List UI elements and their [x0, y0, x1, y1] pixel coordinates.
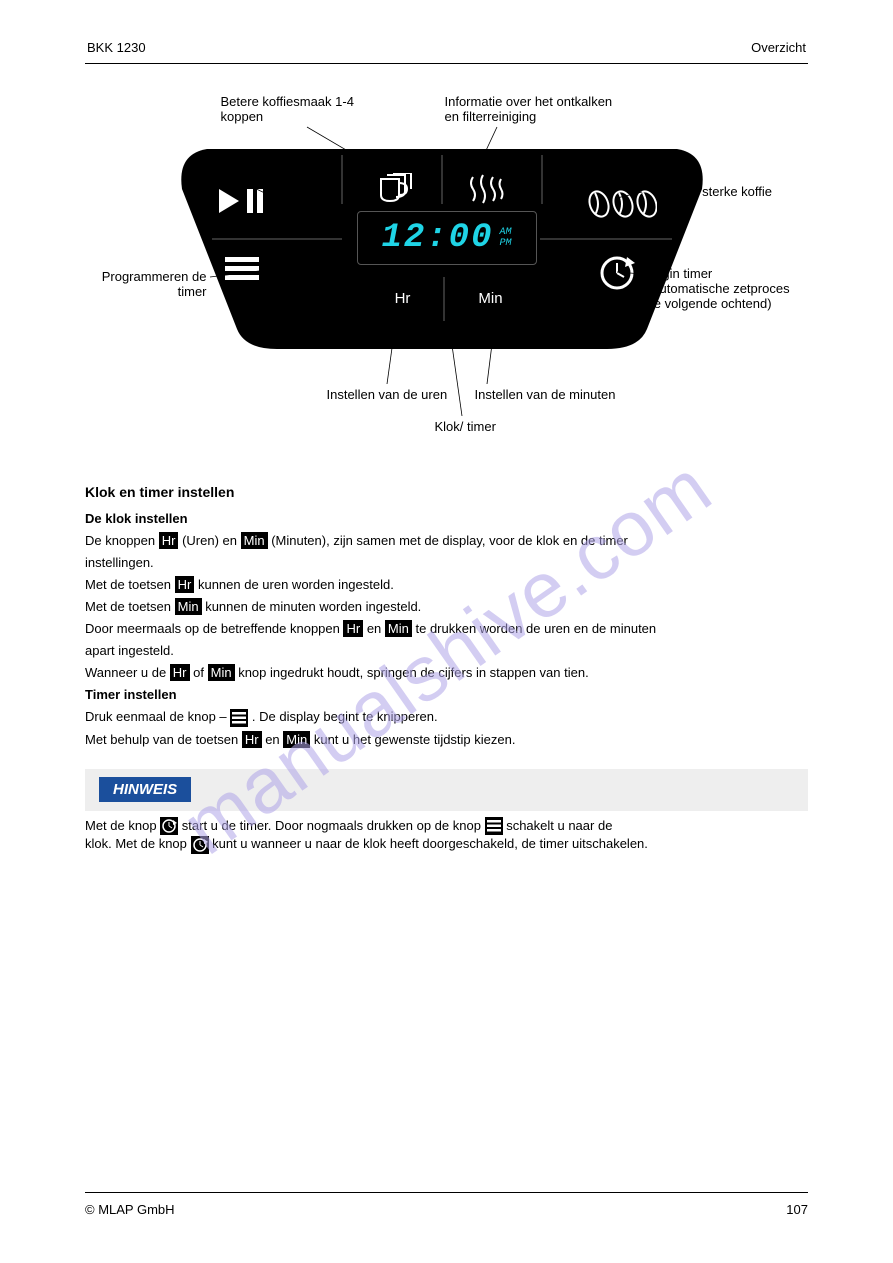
panel: 12:00 AM PM Hr Min	[177, 149, 707, 349]
callout-steam: Informatie over het ontkalkenen filterre…	[445, 94, 645, 124]
text: Wanneer u de	[85, 665, 170, 680]
hinweis-tag: HINWEIS	[99, 777, 191, 802]
text: klok. Met de knop	[85, 836, 191, 851]
min-badge: Min	[241, 532, 268, 549]
callout-clock: Klok/ timer	[435, 419, 496, 434]
text: . De display begint te knipperen.	[252, 709, 438, 724]
text: De knoppen	[85, 533, 159, 548]
clock-value: 12:00	[381, 219, 493, 257]
am-label: AM	[500, 227, 512, 238]
steam-clean-button[interactable]	[467, 173, 507, 210]
text: apart ingesteld.	[85, 642, 808, 660]
cups-icon	[377, 173, 421, 205]
text: kunt u het gewenste tijdstip kiezen.	[314, 732, 516, 747]
section-heading-1: Klok en timer instellen	[85, 484, 808, 500]
min-badge: Min	[283, 731, 310, 748]
footer-copyright: © MLAP GmbH	[85, 1202, 175, 1217]
program-menu-button[interactable]	[225, 257, 259, 286]
hr-button[interactable]: Hr	[361, 285, 445, 315]
header-model: BKK 1230	[87, 40, 146, 55]
menu-inline-icon	[485, 817, 503, 835]
timer-start-button[interactable]	[597, 253, 637, 298]
text: (Minuten), zijn samen met de display, vo…	[271, 533, 628, 548]
min-badge: Min	[385, 620, 412, 637]
text: en	[265, 732, 283, 747]
text: kunnen de minuten worden ingesteld.	[205, 599, 421, 614]
hinweis-body: Met de knop start u de timer. Door nogma…	[85, 811, 808, 854]
hr-badge: Hr	[159, 532, 179, 549]
pm-label: PM	[500, 238, 512, 249]
menu-inline-icon	[230, 709, 248, 727]
hr-badge: Hr	[242, 731, 262, 748]
beans-icon	[587, 187, 657, 221]
min-button[interactable]: Min	[449, 285, 533, 315]
hr-badge: Hr	[170, 664, 190, 681]
text: kunt u wanneer u naar de klok heeft door…	[212, 836, 648, 851]
min-badge: Min	[208, 664, 235, 681]
timer-icon	[597, 253, 637, 293]
steam-icon	[467, 173, 507, 205]
strength-button[interactable]	[587, 187, 657, 226]
text: of	[193, 665, 207, 680]
sub-heading-2: Timer instellen	[85, 687, 177, 702]
hr-badge: Hr	[343, 620, 363, 637]
play-pause-icon	[217, 187, 267, 217]
text: Druk eenmaal de knop –	[85, 709, 230, 724]
callout-cups: Betere koffiesmaak 1-4koppen	[221, 94, 401, 124]
text: instellingen.	[85, 554, 808, 572]
min-badge: Min	[175, 598, 202, 615]
callout-hr: Instellen van de uren	[327, 387, 448, 402]
text: Door meermaals op de betreffende knoppen	[85, 621, 343, 636]
header-section: Overzicht	[751, 40, 806, 55]
text: Met behulp van de toetsen	[85, 732, 242, 747]
text: kunnen de uren worden ingesteld.	[198, 577, 394, 592]
text: (Uren) en	[182, 533, 241, 548]
clock-display: 12:00 AM PM	[357, 211, 537, 265]
text: Met de knop	[85, 818, 160, 833]
callout-min: Instellen van de minuten	[475, 387, 616, 402]
footer-page: 107	[786, 1202, 808, 1217]
cups-button[interactable]	[377, 173, 421, 210]
top-rule	[85, 63, 808, 64]
sub-heading-1: De klok instellen	[85, 511, 188, 526]
menu-icon	[225, 257, 259, 281]
text: en	[367, 621, 385, 636]
text: schakelt u naar de	[506, 818, 612, 833]
text: start u de timer. Door nogmaals drukken …	[182, 818, 485, 833]
text: knop ingedrukt houdt, springen de cijfer…	[238, 665, 589, 680]
timer-inline-icon	[191, 836, 209, 854]
control-panel-diagram: Betere koffiesmaak 1-4koppen Informatie …	[87, 94, 807, 454]
hr-badge: Hr	[175, 576, 195, 593]
text: Met de toetsen	[85, 577, 175, 592]
timer-inline-icon	[160, 817, 178, 835]
text: te drukken worden de uren en de minuten	[415, 621, 656, 636]
text: Met de toetsen	[85, 599, 175, 614]
play-pause-button[interactable]	[217, 187, 277, 221]
bottom-rule	[85, 1192, 808, 1193]
hinweis-bar: HINWEIS	[85, 769, 808, 811]
